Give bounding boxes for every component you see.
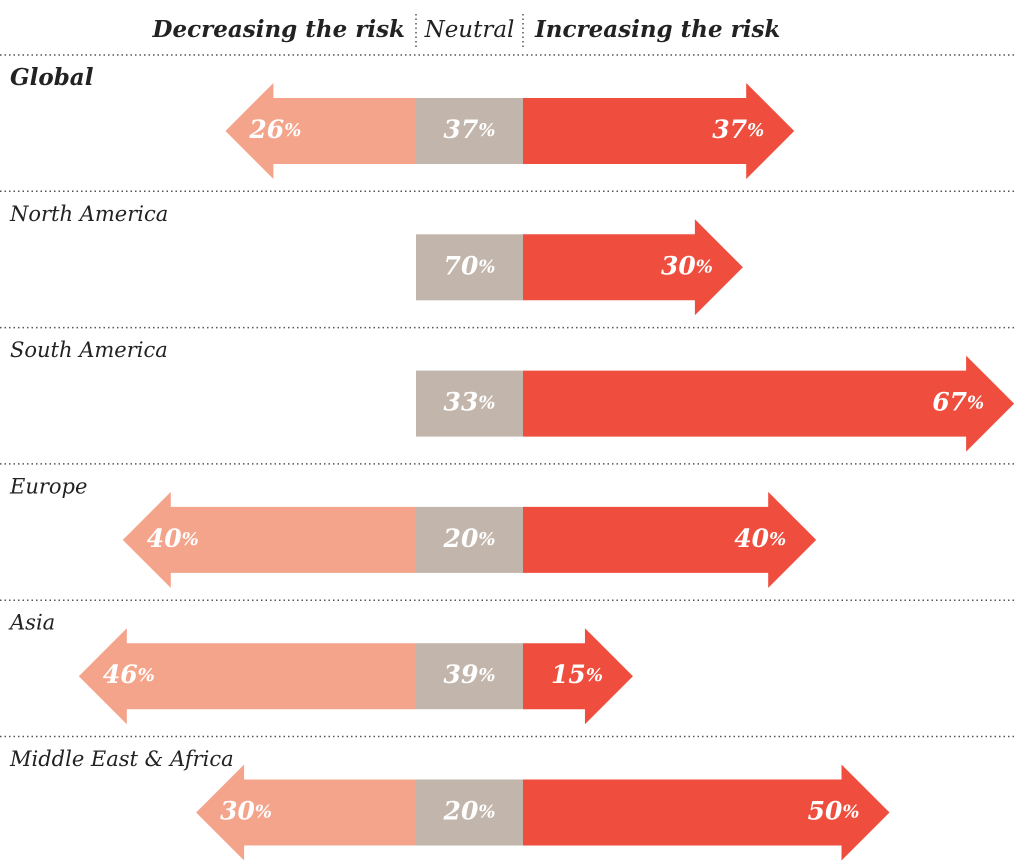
value-label: 67% <box>932 387 984 416</box>
neutral-bar <box>416 370 523 437</box>
category-label: Europe <box>9 474 87 498</box>
neutral-bar <box>416 506 523 573</box>
category-label: North America <box>9 202 168 226</box>
increase-arrow <box>523 219 743 316</box>
increase-arrow <box>523 83 795 179</box>
value-label: 20% <box>443 796 496 825</box>
value-label: 40% <box>734 523 786 552</box>
category-label: Global <box>10 64 94 91</box>
value-label: 37% <box>444 115 496 144</box>
neutral-bar <box>416 779 523 846</box>
neutral-bar <box>416 98 523 164</box>
value-label: 50% <box>808 796 860 825</box>
decrease-arrow <box>122 491 417 588</box>
value-label: 26% <box>248 115 301 144</box>
value-label: 20% <box>443 523 496 552</box>
increase-arrow <box>523 491 817 588</box>
value-label: 15% <box>551 660 603 689</box>
legend-entry: Neutral <box>424 17 515 43</box>
value-label: 37% <box>712 115 764 144</box>
decrease-arrow <box>78 628 416 725</box>
value-label: 46% <box>103 660 155 689</box>
decrease-arrow <box>225 83 416 179</box>
legend-entry: Decreasing the risk <box>152 16 405 43</box>
value-label: 40% <box>147 523 199 552</box>
value-label: 33% <box>444 387 496 416</box>
value-label: 30% <box>661 251 713 280</box>
value-label: 39% <box>444 660 496 689</box>
category-label: South America <box>10 338 168 362</box>
category-label: Middle East & Africa <box>9 747 234 771</box>
increase-arrow <box>523 628 633 725</box>
decrease-arrow <box>196 764 416 861</box>
value-label: 70% <box>444 251 496 280</box>
value-label: 30% <box>220 796 272 825</box>
increase-arrow <box>523 764 890 861</box>
neutral-bar <box>416 643 523 710</box>
category-label: Asia <box>8 611 55 635</box>
increase-arrow <box>523 355 1014 452</box>
legend-entry: Increasing the risk <box>534 16 780 43</box>
neutral-bar <box>416 234 523 301</box>
